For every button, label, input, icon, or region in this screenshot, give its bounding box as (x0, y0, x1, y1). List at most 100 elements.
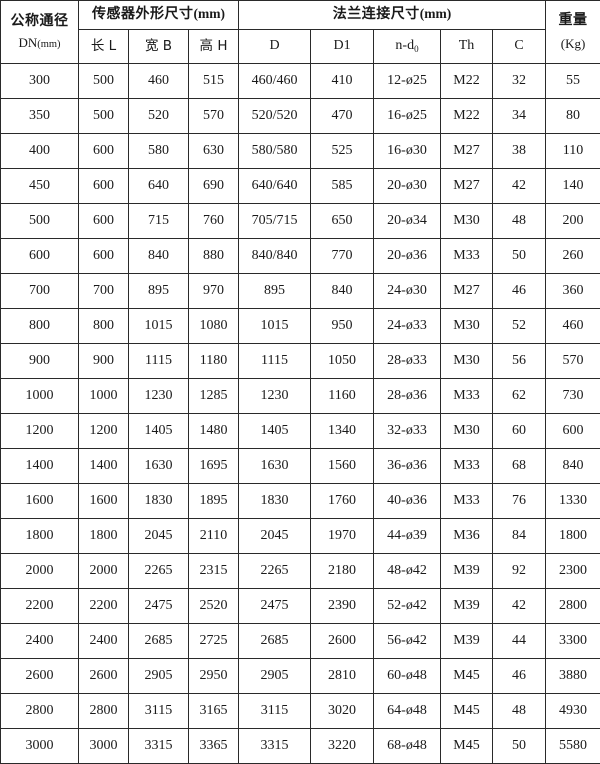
cell-height-h: 1895 (189, 484, 239, 519)
cell-height-h: 3365 (189, 729, 239, 764)
cell-length-l: 1200 (79, 414, 129, 449)
cell-d1: 840 (311, 274, 374, 309)
cell-c: 48 (493, 204, 546, 239)
cell-bolt-holes: 20-ø36 (374, 239, 441, 274)
cell-width-b: 715 (129, 204, 189, 239)
cell-d1: 2810 (311, 659, 374, 694)
cell-weight: 4930 (546, 694, 600, 729)
cell-length-l: 2400 (79, 624, 129, 659)
cell-th: M45 (441, 694, 493, 729)
cell-dn: 400 (1, 134, 79, 169)
cell-d1: 410 (311, 64, 374, 99)
cell-dn: 1200 (1, 414, 79, 449)
cell-c: 52 (493, 309, 546, 344)
cell-th: M30 (441, 309, 493, 344)
cell-height-h: 970 (189, 274, 239, 309)
cell-d1: 2180 (311, 554, 374, 589)
cell-width-b: 580 (129, 134, 189, 169)
cell-weight: 140 (546, 169, 600, 204)
cell-dn: 3000 (1, 729, 79, 764)
cell-bolt-holes: 24-ø30 (374, 274, 441, 309)
cell-weight: 730 (546, 379, 600, 414)
cell-height-h: 3165 (189, 694, 239, 729)
cell-length-l: 600 (79, 169, 129, 204)
cell-th: M30 (441, 204, 493, 239)
cell-length-l: 1400 (79, 449, 129, 484)
cell-dn: 900 (1, 344, 79, 379)
cell-dn: 700 (1, 274, 79, 309)
cell-width-b: 1015 (129, 309, 189, 344)
cell-dn: 1800 (1, 519, 79, 554)
cell-bolt-holes: 16-ø30 (374, 134, 441, 169)
cell-bolt-holes: 20-ø30 (374, 169, 441, 204)
cell-bolt-holes: 36-ø36 (374, 449, 441, 484)
cell-bolt-holes: 48-ø42 (374, 554, 441, 589)
cell-th: M33 (441, 379, 493, 414)
cell-height-h: 2110 (189, 519, 239, 554)
cell-d1: 1050 (311, 344, 374, 379)
cell-length-l: 500 (79, 64, 129, 99)
cell-height-h: 2950 (189, 659, 239, 694)
cell-dn: 350 (1, 99, 79, 134)
cell-d: 460/460 (239, 64, 311, 99)
cell-dn: 2400 (1, 624, 79, 659)
cell-width-b: 895 (129, 274, 189, 309)
cell-height-h: 1480 (189, 414, 239, 449)
cell-dn: 1600 (1, 484, 79, 519)
cell-width-b: 1405 (129, 414, 189, 449)
cell-c: 34 (493, 99, 546, 134)
cell-width-b: 640 (129, 169, 189, 204)
column-header-weight: 重量 (Kg) (546, 1, 600, 64)
cell-d1: 2600 (311, 624, 374, 659)
weight-unit: (Kg) (546, 35, 600, 54)
cell-c: 42 (493, 589, 546, 624)
cell-weight: 570 (546, 344, 600, 379)
cell-height-h: 1695 (189, 449, 239, 484)
cell-c: 56 (493, 344, 546, 379)
cell-c: 62 (493, 379, 546, 414)
cell-length-l: 600 (79, 239, 129, 274)
cell-d1: 3220 (311, 729, 374, 764)
cell-d: 2905 (239, 659, 311, 694)
flange-group-label: 法兰连接尺寸 (333, 6, 420, 22)
cell-width-b: 2045 (129, 519, 189, 554)
cell-width-b: 840 (129, 239, 189, 274)
cell-c: 60 (493, 414, 546, 449)
cell-th: M36 (441, 519, 493, 554)
cell-height-h: 515 (189, 64, 239, 99)
cell-dn: 500 (1, 204, 79, 239)
nominal-diameter-label: 公称通径 (1, 11, 78, 31)
column-header-nominal-diameter: 公称通径 DN(mm) (1, 1, 79, 64)
column-header-d: D (239, 30, 311, 64)
cell-d1: 2390 (311, 589, 374, 624)
cell-d1: 650 (311, 204, 374, 239)
cell-d: 1405 (239, 414, 311, 449)
cell-dn: 2600 (1, 659, 79, 694)
cell-width-b: 3315 (129, 729, 189, 764)
cell-d1: 950 (311, 309, 374, 344)
cell-th: M30 (441, 414, 493, 449)
cell-length-l: 800 (79, 309, 129, 344)
cell-th: M45 (441, 729, 493, 764)
cell-d: 2475 (239, 589, 311, 624)
cell-d: 640/640 (239, 169, 311, 204)
cell-length-l: 2800 (79, 694, 129, 729)
cell-bolt-holes: 12-ø25 (374, 64, 441, 99)
nominal-diameter-symbol: DN (18, 35, 37, 50)
cell-bolt-holes: 28-ø33 (374, 344, 441, 379)
cell-dn: 450 (1, 169, 79, 204)
cell-th: M27 (441, 274, 493, 309)
cell-d: 1015 (239, 309, 311, 344)
cell-width-b: 1630 (129, 449, 189, 484)
cell-weight: 200 (546, 204, 600, 239)
